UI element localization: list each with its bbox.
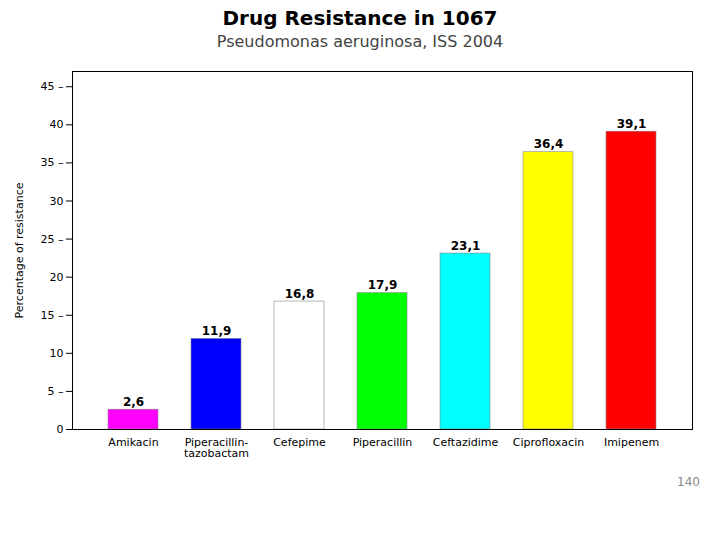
svg-text:30: 30: [50, 195, 64, 208]
svg-text:20: 20: [50, 271, 64, 284]
svg-text:45 –: 45 –: [41, 80, 64, 93]
svg-text:Imipenem: Imipenem: [604, 436, 659, 449]
html-text:Pseudomonas aeruginosa, ISS 20: Pseudomonas aeruginosa, ISS 2004: [216, 32, 504, 51]
svg-text:16,8: 16,8: [285, 287, 315, 301]
svg-text:5 –: 5 –: [48, 385, 64, 398]
svg-text:Piperacillin-tazobactam: Piperacillin-tazobactam: [184, 436, 249, 460]
svg-text:Percentage of resistance: Percentage of resistance: [13, 182, 26, 318]
svg-text:35 –: 35 –: [41, 156, 64, 169]
svg-text:2,6: 2,6: [123, 395, 144, 409]
svg-text:10: 10: [50, 347, 64, 360]
svg-text:Piperacillin: Piperacillin: [353, 436, 413, 449]
svg-text:Ceftazidime: Ceftazidime: [433, 436, 499, 449]
html-text:140: 140: [677, 475, 700, 489]
svg-text:0: 0: [57, 423, 64, 436]
svg-text:15 –: 15 –: [41, 309, 64, 322]
svg-text:23,1: 23,1: [451, 239, 481, 253]
svg-text:Ciprofloxacin: Ciprofloxacin: [513, 436, 584, 449]
svg-text:25 –: 25 –: [41, 233, 64, 246]
svg-text:40: 40: [50, 118, 64, 131]
svg-text:Amikacin: Amikacin: [108, 436, 158, 449]
html-text:Drug Resistance in 1067: Drug Resistance in 1067: [222, 6, 498, 30]
svg-text:39,1: 39,1: [617, 117, 647, 131]
svg-text:36,4: 36,4: [534, 137, 564, 151]
svg-text:11,9: 11,9: [202, 324, 232, 338]
svg-text:17,9: 17,9: [368, 278, 398, 292]
svg-text:Cefepime: Cefepime: [273, 436, 326, 449]
